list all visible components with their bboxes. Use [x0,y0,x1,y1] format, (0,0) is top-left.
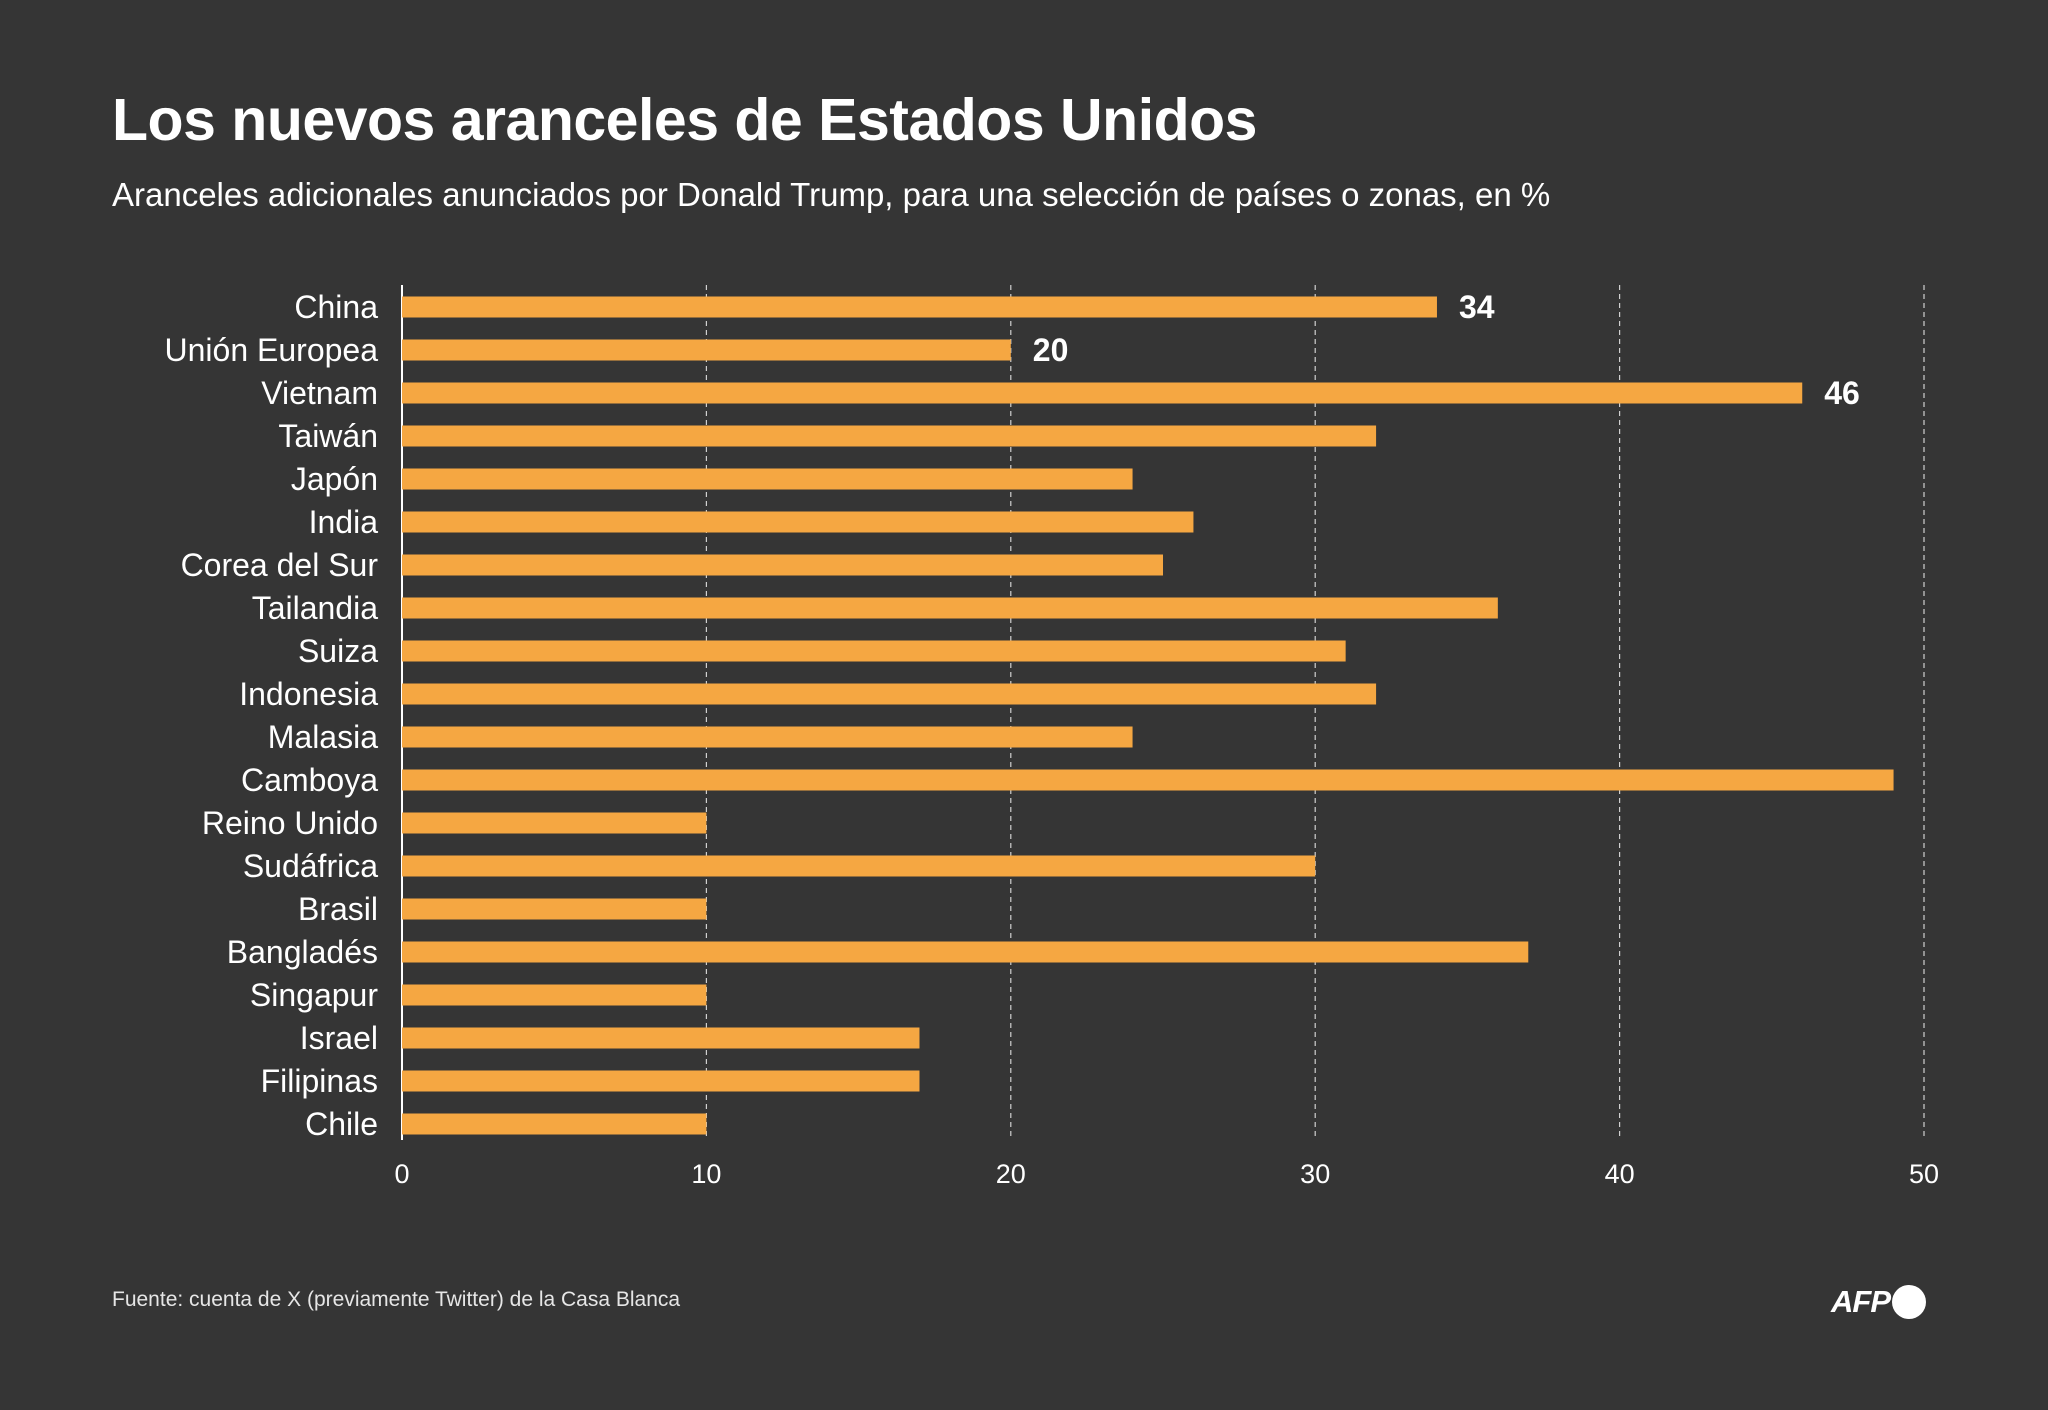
data-labels: 34 20 46 [1033,289,1860,411]
bar [402,339,1011,361]
x-tick-label: 20 [996,1159,1026,1189]
bar [402,425,1377,447]
category-label: Japón [291,461,378,497]
bar [402,468,1133,490]
x-tick-label: 10 [691,1159,721,1189]
category-label: Filipinas [261,1063,378,1099]
bar [402,597,1498,619]
bar [402,855,1316,877]
source-note: Fuente: cuenta de X (previamente Twitter… [112,1288,681,1311]
x-tick-label: 30 [1300,1159,1330,1189]
bar [402,769,1894,791]
chart-subtitle: Aranceles adicionales anunciados por Don… [112,176,1551,213]
category-label: Brasil [298,891,378,927]
bar [402,1070,920,1092]
category-label: Bangladés [227,934,378,970]
bar [402,984,707,1006]
afp-logo: AFP [1831,1284,1926,1320]
bar [402,296,1437,318]
category-label: India [309,504,379,540]
chart-title: Los nuevos aranceles de Estados Unidos [112,87,1257,153]
category-label: Vietnam [261,375,378,411]
category-label: Malasia [268,719,378,755]
category-label: Suiza [298,633,378,669]
data-label: 20 [1033,332,1069,368]
afp-logo-text: AFP [1831,1284,1891,1319]
bar [402,898,707,920]
category-label: Taiwán [278,418,378,454]
grid-lines [401,285,1925,1140]
category-label: Chile [305,1106,378,1142]
category-label: Reino Unido [202,805,378,841]
bar [402,382,1803,404]
bar [402,1113,707,1135]
bar [402,941,1529,963]
bar [402,640,1346,662]
category-label: Indonesia [239,676,378,712]
afp-logo-dot-icon [1892,1285,1926,1319]
category-label: Singapur [250,977,378,1013]
category-label: Unión Europea [165,332,379,368]
x-tick-labels: 0 10 20 30 40 50 [394,1159,1939,1189]
x-tick-label: 0 [394,1159,409,1189]
data-label: 34 [1459,289,1495,325]
bar [402,554,1163,576]
category-label: Corea del Sur [181,547,379,583]
category-labels: China Unión Europea Vietnam Taiwán Japón Indi… [165,289,379,1142]
data-label: 46 [1824,375,1860,411]
category-label: Israel [300,1020,378,1056]
bars [402,296,1894,1135]
category-label: Camboya [241,762,378,798]
bar [402,812,707,834]
category-label: Sudáfrica [243,848,378,884]
x-tick-label: 50 [1909,1159,1939,1189]
bar [402,1027,920,1049]
bar [402,683,1377,705]
bar [402,511,1194,533]
bar-chart: China Unión Europea Vietnam Taiwán Japón Indi… [165,285,1939,1189]
x-tick-label: 40 [1605,1159,1635,1189]
category-label: China [294,289,378,325]
bar [402,726,1133,748]
category-label: Tailandia [252,590,379,626]
